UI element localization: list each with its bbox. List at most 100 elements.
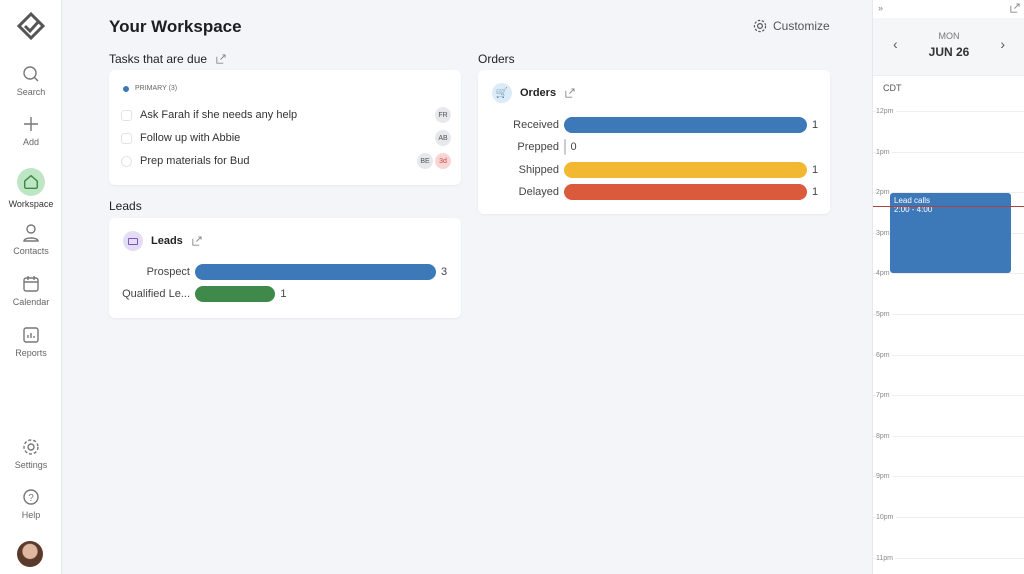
home-icon — [17, 168, 45, 196]
external-link-icon[interactable] — [215, 53, 226, 65]
prev-day-button[interactable]: ‹ — [893, 36, 898, 52]
tasks-section-title: Tasks that are due — [109, 52, 226, 66]
sidebar-item-add[interactable]: Add — [0, 114, 62, 147]
hour-label: 12pm — [876, 108, 896, 115]
assignee-avatar: FR — [435, 107, 451, 123]
avatar[interactable] — [17, 541, 43, 567]
customize-label: Customize — [773, 19, 830, 33]
next-day-button[interactable]: › — [1000, 36, 1005, 52]
bar-value: 1 — [280, 288, 287, 300]
plus-icon — [24, 117, 38, 131]
app-logo[interactable] — [17, 12, 45, 40]
bar — [564, 183, 807, 200]
group-dot-icon — [123, 85, 129, 92]
tasks-title: Tasks that are due — [109, 52, 208, 66]
sidebar-label: Calendar — [12, 297, 50, 307]
bar — [195, 264, 436, 280]
sidebar-item-contacts[interactable]: Contacts — [0, 223, 62, 256]
sidebar-label: Workspace — [8, 199, 54, 209]
sidebar-label: Search — [16, 87, 46, 97]
hour-label: 8pm — [876, 432, 892, 440]
external-link-icon[interactable] — [564, 87, 575, 99]
task-item[interactable]: Ask Farah if she needs any help FR — [121, 107, 451, 123]
bar — [564, 139, 566, 156]
task-checkbox[interactable] — [121, 132, 132, 144]
leads-section-title: Leads — [109, 199, 142, 213]
bar-label: Qualified Le... — [122, 288, 190, 300]
assignee-avatar: BE — [417, 153, 433, 169]
date-label: JUN 26 — [928, 45, 970, 59]
orders-section-label: Orders — [478, 52, 515, 66]
external-link-icon[interactable] — [1009, 3, 1020, 14]
customize-button[interactable]: Customize — [752, 18, 830, 34]
task-text: Ask Farah if she needs any help — [140, 109, 298, 121]
hour-line: 4pm — [873, 270, 1024, 278]
hour-label: 6pm — [876, 351, 892, 359]
collapse-panel-icon[interactable]: » — [878, 3, 884, 13]
search-icon — [23, 66, 39, 82]
bar-row[interactable]: Shipped 1 — [478, 161, 828, 178]
leads-icon — [123, 231, 143, 251]
leads-title: Leads — [151, 235, 183, 247]
event-title: Lead calls — [894, 196, 931, 205]
sidebar-item-workspace[interactable]: Workspace — [0, 168, 62, 209]
event-time: 2:00 - 4:00 — [894, 205, 933, 214]
orders-section-title: Orders — [478, 52, 515, 66]
main-content: Your Workspace Customize Tasks that are … — [62, 0, 872, 574]
bar-label: Shipped — [518, 163, 559, 176]
hour-line: 6pm — [873, 351, 1024, 359]
sidebar-label: Add — [22, 137, 39, 147]
task-item[interactable]: Prep materials for Bud BE 3d — [121, 153, 451, 169]
bar-row[interactable]: Prospect 3 — [109, 264, 459, 280]
leads-section-label: Leads — [109, 199, 142, 213]
external-link-icon[interactable] — [191, 235, 202, 247]
hour-line: 5pm — [873, 311, 1024, 318]
bar — [195, 286, 276, 302]
bar-row[interactable]: Qualified Le... 1 — [109, 286, 459, 302]
hour-label: 3pm — [876, 229, 892, 237]
assignee-avatar: AB — [435, 130, 451, 146]
hour-label: 10pm — [876, 514, 896, 521]
leads-card: Leads Prospect 3 Qualified Le... 1 — [109, 218, 461, 318]
bar-row[interactable]: Received 1 — [478, 117, 828, 133]
sidebar-item-settings[interactable]: Settings — [0, 437, 62, 470]
bar-value: 1 — [812, 119, 819, 131]
task-group-header[interactable]: PRIMARY (3) — [123, 85, 177, 92]
calendar-event[interactable]: Lead calls 2:00 - 4:00 — [890, 193, 1011, 273]
hour-line: 10pm — [873, 514, 1024, 521]
hour-label: 4pm — [876, 270, 892, 278]
sidebar-item-reports[interactable]: Reports — [0, 325, 62, 358]
orders-title: Orders — [520, 87, 557, 99]
hour-line: 7pm — [873, 392, 1024, 400]
day-label: MON — [938, 31, 960, 41]
bar-value: 1 — [812, 163, 819, 176]
leads-card-header: Leads — [123, 231, 202, 251]
sidebar-item-calendar[interactable]: Calendar — [0, 274, 62, 307]
hour-label: 5pm — [876, 311, 892, 318]
svg-text:?: ? — [28, 493, 34, 504]
hour-label: 9pm — [876, 473, 892, 481]
task-item[interactable]: Follow up with Abbie AB — [121, 130, 451, 146]
gear-icon — [753, 19, 767, 33]
sidebar-item-search[interactable]: Search — [0, 64, 62, 97]
calendar-icon — [23, 276, 39, 292]
group-label: PRIMARY (3) — [135, 85, 178, 92]
task-checkbox[interactable] — [121, 155, 132, 167]
hour-label: 2pm — [876, 189, 892, 197]
current-time-line — [873, 206, 1024, 207]
calendar-panel: » ‹ › MON JUN 26 CDT 12pm 1pm 2pm 3pm 4pm 5pm… — [872, 0, 1024, 574]
hour-label: 11pm — [876, 554, 895, 562]
person-icon — [23, 224, 39, 242]
hour-line: 9pm — [873, 473, 1024, 481]
task-checkbox[interactable] — [121, 109, 132, 121]
sidebar-item-help[interactable]: ? Help — [0, 487, 62, 520]
bar-row[interactable]: Prepped 0 — [478, 139, 828, 156]
due-badge: 3d — [435, 153, 451, 169]
orders-card-header: 🛒 Orders — [492, 83, 575, 103]
bar-label: Prepped — [517, 141, 559, 154]
sidebar-label: Contacts — [13, 246, 49, 256]
sidebar-label: Reports — [15, 348, 47, 358]
bar-row[interactable]: Delayed 1 — [478, 183, 828, 200]
hour-line: 2pm — [873, 189, 1024, 197]
timezone-label: CDT — [883, 83, 902, 93]
